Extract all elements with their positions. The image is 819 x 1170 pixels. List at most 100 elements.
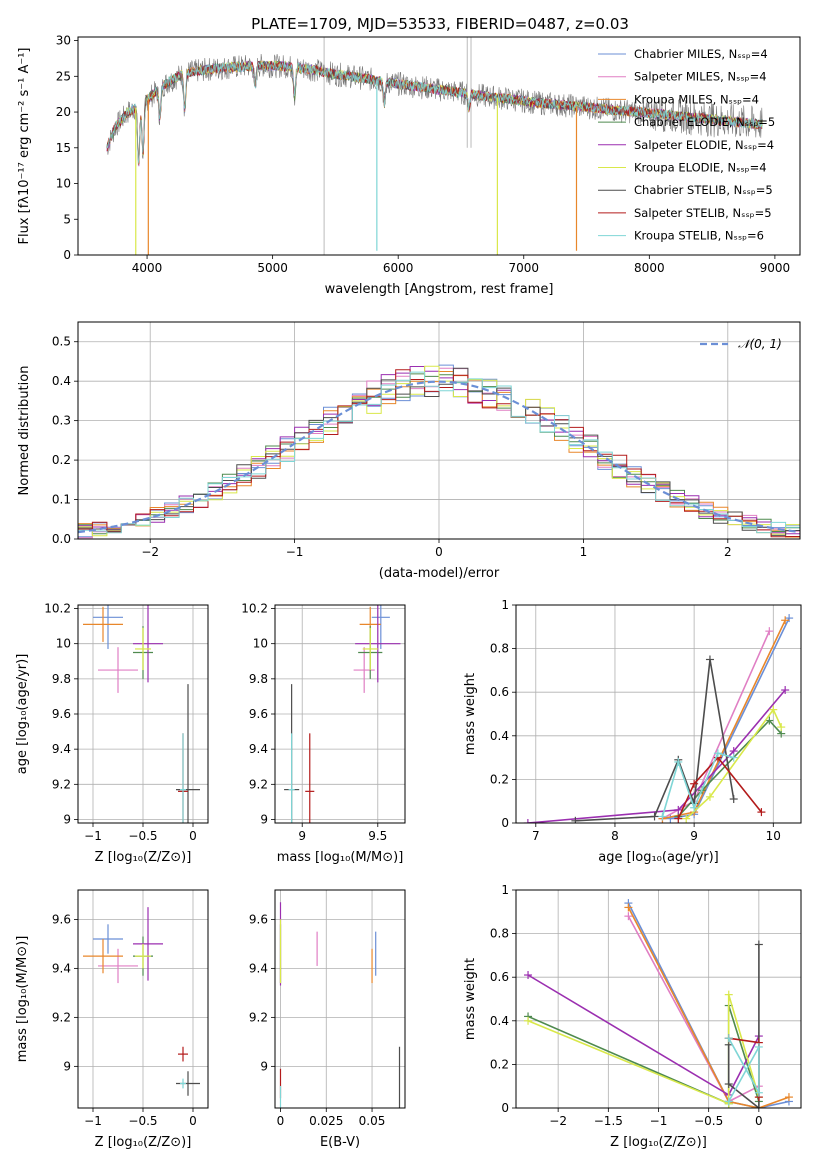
- x-tick-label: 0: [189, 829, 197, 843]
- x-axis-label: (data-model)/error: [379, 566, 500, 581]
- chart-mass-vs-ebv: 0 0.025 0.05 9 9.2 9.4 9.6 E(B-V): [249, 889, 406, 1150]
- errorbar-point-chabrier_miles: [93, 924, 123, 954]
- errorbar-point-kroupa_elodie: [362, 627, 378, 671]
- y-tick-label: 0.6: [490, 970, 509, 984]
- y-axis-label: Flux [fλ10⁻¹⁷ erg cm⁻² s⁻¹ A⁻¹]: [17, 48, 32, 245]
- y-tick-label: 10.2: [241, 602, 268, 616]
- y-tick-label: 0.4: [490, 1014, 509, 1028]
- x-tick-label: 9: [690, 829, 698, 843]
- x-tick-label: −1: [650, 1114, 668, 1128]
- y-tick-label: 9.4: [249, 742, 268, 756]
- legend-label-chabrier_miles: Chabrier MILES, Nₛₛₚ=4: [634, 47, 768, 61]
- errorbar-point-salpeter_miles: [98, 647, 138, 693]
- y-tick-label: 1: [501, 598, 509, 612]
- plot-area-mass-weight-vs-z: [524, 899, 793, 1108]
- chart-mass-weight-vs-age: 7 8 9 10 0 0.2 0.4 0.6 0.8 1 age [log₁₀(age/yr)] ma…: [463, 598, 802, 865]
- plot-area-mass-vs-ebv: [279, 902, 401, 1108]
- x-axis-label: wavelength [Angstrom, rest frame]: [325, 282, 554, 297]
- mass-weight-line-chabrier_stelib: [575, 659, 735, 822]
- errorbar-point-chabrier_miles: [93, 605, 123, 649]
- figure-title: PLATE=1709, MJD=53533, FIBERID=0487, z=0…: [251, 15, 629, 33]
- errorbar-point-kroupa_miles: [83, 606, 123, 642]
- x-tick-label: 7000: [508, 261, 539, 275]
- mass-weight-line-salpeter_elodie: [527, 689, 786, 823]
- y-tick-label: 0.3: [52, 414, 71, 428]
- x-tick-label: −2: [141, 545, 159, 559]
- y-tick-label: 10: [253, 637, 268, 651]
- y-tick-label: 10.2: [44, 602, 71, 616]
- histogram-kroupa_stelib: [78, 371, 800, 539]
- plot-area-spectrum: [106, 37, 763, 255]
- plot-area-mass-vs-z: [83, 907, 200, 1096]
- y-tick-label: 0.6: [490, 685, 509, 699]
- y-tick-label: 9.2: [249, 1010, 268, 1024]
- y-axis-label: mass weight: [463, 958, 478, 1040]
- x-tick-label: 8: [611, 829, 619, 843]
- legend-label-salpeter_stelib: Salpeter STELIB, Nₛₛₚ=5: [634, 206, 772, 220]
- y-tick-label: 9.6: [52, 912, 71, 926]
- y-tick-label: 0: [63, 248, 71, 262]
- x-tick-label: −0.5: [128, 829, 157, 843]
- x-tick-label: 9.5: [368, 829, 387, 843]
- plot-area-residuals: [78, 364, 800, 539]
- legend-label-kroupa_stelib: Kroupa STELIB, Nₛₛₚ=6: [634, 229, 764, 243]
- y-tick-label: 0.8: [490, 927, 509, 941]
- legend-label-kroupa_elodie: Kroupa ELODIE, Nₛₛₚ=4: [634, 161, 767, 175]
- x-tick-label: −1: [84, 829, 102, 843]
- y-tick-label: 20: [56, 105, 71, 119]
- legend-label-chabrier_stelib: Chabrier STELIB, Nₛₛₚ=5: [634, 183, 773, 197]
- legend-label-salpeter_elodie: Salpeter ELODIE, Nₛₛₚ=4: [634, 138, 774, 152]
- legend-label-salpeter_miles: Salpeter MILES, Nₛₛₚ=4: [634, 70, 767, 84]
- errorbar-point-salpeter_miles: [98, 948, 138, 984]
- y-tick-label: 9.2: [52, 1010, 71, 1024]
- y-tick-label: 10: [56, 637, 71, 651]
- errorbar-point-kroupa_stelib: [180, 733, 186, 823]
- y-tick-label: 9.2: [249, 777, 268, 791]
- y-tick-label: 0.0: [52, 532, 71, 546]
- y-tick-label: 25: [56, 69, 71, 83]
- mass-weight-line-chabrier_stelib: [727, 944, 760, 1108]
- x-tick-label: −0.5: [128, 1114, 157, 1128]
- y-tick-label: 0.1: [52, 493, 71, 507]
- model-spectrum-kroupa_stelib: [106, 60, 763, 164]
- y-tick-label: 9.6: [52, 707, 71, 721]
- legend-label-kroupa_miles: Kroupa MILES, Nₛₛₚ=4: [634, 92, 759, 106]
- x-tick-label: −0.5: [694, 1114, 723, 1128]
- y-tick-label: 30: [56, 34, 71, 48]
- x-tick-label: 2: [724, 545, 732, 559]
- mass-weight-line-chabrier_elodie: [527, 1005, 760, 1105]
- y-tick-label: 9: [260, 812, 268, 826]
- y-tick-label: 9.4: [249, 961, 268, 975]
- y-axis-label: age [log₁₀(age/yr)]: [15, 654, 30, 775]
- mass-weight-line-kroupa_stelib: [728, 1037, 760, 1102]
- y-tick-label: 5: [63, 212, 71, 226]
- mass-weight-line-kroupa_miles: [627, 907, 790, 1108]
- y-tick-label: 9.4: [52, 742, 71, 756]
- y-tick-label: 0.4: [490, 729, 509, 743]
- x-tick-label: 6000: [383, 261, 414, 275]
- y-tick-label: 9.6: [249, 912, 268, 926]
- errorbar-point-chabrier_miles: [371, 605, 390, 649]
- errorbar-point-salpeter_elodie: [355, 605, 401, 683]
- y-tick-label: 0: [501, 816, 509, 830]
- errorbar-point-kroupa_elodie: [135, 943, 151, 969]
- y-tick-label: 9.2: [52, 777, 71, 791]
- errorbar-point-salpeter_stelib: [178, 1046, 188, 1062]
- plot-area-age-vs-mass: [284, 605, 401, 823]
- x-tick-label: 7: [532, 829, 540, 843]
- x-tick-label: 0.05: [359, 1114, 386, 1128]
- chart-residuals: −2 −1 0 1 2 0.0 0.1 0.2 0.3 0.4 0.5 (data-model)/er…: [17, 321, 801, 581]
- errorbar-point-salpeter_miles: [353, 647, 375, 693]
- y-tick-label: 15: [56, 141, 71, 155]
- residual-legend: 𝒩(0, 1): [700, 337, 782, 351]
- errorbar-point-salpeter_stelib: [305, 733, 315, 823]
- observed-spectrum-line: [106, 53, 763, 164]
- x-tick-label: −2: [549, 1114, 567, 1128]
- x-tick-label: 9: [298, 829, 306, 843]
- x-tick-label: −1: [286, 545, 304, 559]
- chart-age-vs-mass: 9 9.5 9 9.2 9.4 9.6 9.8 10 10.2 mass [log₁₀(M/M⊙)…: [241, 602, 406, 865]
- x-tick-label: 8000: [634, 261, 665, 275]
- x-tick-label: 0.025: [309, 1114, 343, 1128]
- y-tick-label: 0.8: [490, 642, 509, 656]
- x-axis-label: mass [log₁₀(M/M⊙)]: [277, 850, 404, 865]
